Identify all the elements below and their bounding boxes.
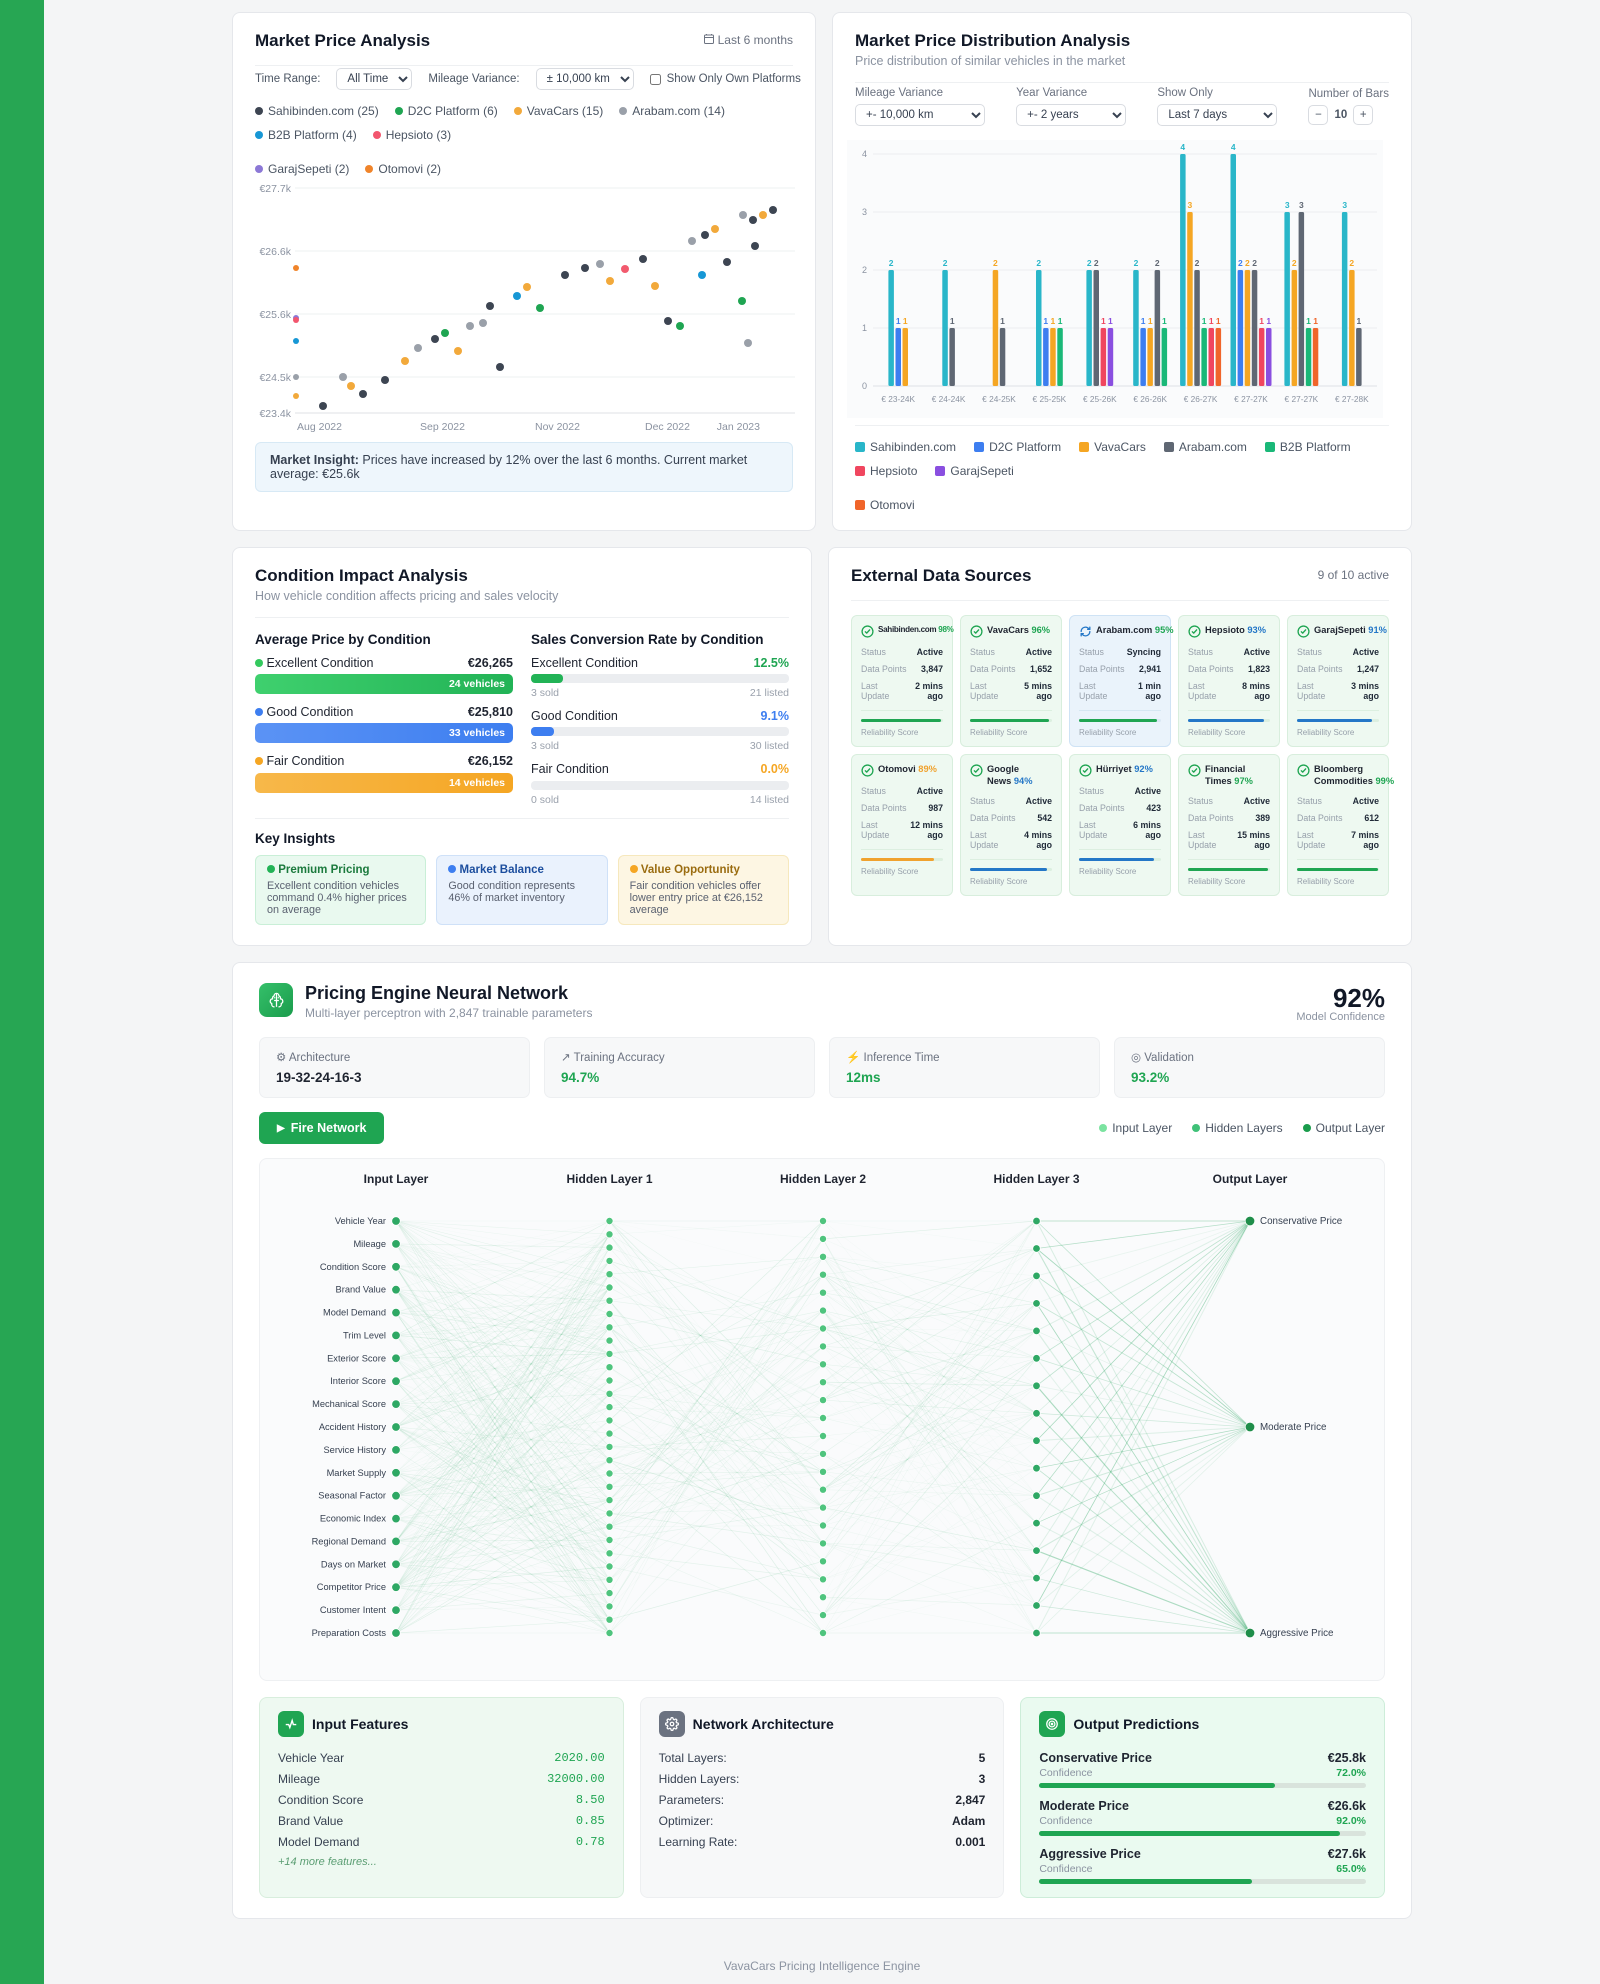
svg-text:Competitor Price: Competitor Price [317, 1582, 386, 1592]
svg-text:€ 24-24K: € 24-24K [932, 394, 966, 404]
svg-text:2: 2 [1238, 258, 1243, 268]
svg-text:1: 1 [1101, 316, 1106, 326]
svg-text:1: 1 [1148, 316, 1153, 326]
svg-text:2: 2 [1349, 258, 1354, 268]
svg-text:Dec 2022: Dec 2022 [645, 421, 690, 433]
svg-text:1: 1 [1141, 316, 1146, 326]
svg-text:3: 3 [1188, 200, 1193, 210]
svg-text:0: 0 [862, 381, 867, 391]
svg-text:Days on Market: Days on Market [321, 1559, 387, 1569]
svg-text:1: 1 [1209, 316, 1214, 326]
svg-text:3: 3 [862, 207, 867, 217]
svg-text:2: 2 [1134, 258, 1139, 268]
svg-text:1: 1 [1162, 316, 1167, 326]
svg-text:3: 3 [1299, 200, 1304, 210]
svg-text:1: 1 [896, 316, 901, 326]
svg-text:1: 1 [1108, 316, 1113, 326]
svg-text:1: 1 [903, 316, 908, 326]
svg-text:Interior Score: Interior Score [330, 1376, 386, 1386]
svg-text:€ 25-25K: € 25-25K [1033, 394, 1067, 404]
svg-text:1: 1 [1357, 316, 1362, 326]
svg-text:Brand Value: Brand Value [336, 1285, 386, 1295]
svg-text:€ 24-25K: € 24-25K [982, 394, 1016, 404]
svg-text:€ 25-26K: € 25-26K [1083, 394, 1117, 404]
svg-text:1: 1 [950, 316, 955, 326]
svg-text:€ 23-24K: € 23-24K [881, 394, 915, 404]
svg-text:2: 2 [862, 265, 867, 275]
svg-text:Hidden Layer 3: Hidden Layer 3 [993, 1172, 1079, 1186]
svg-text:Output Layer: Output Layer [1213, 1172, 1288, 1186]
svg-text:€27.7k: €27.7k [259, 183, 291, 195]
svg-text:1: 1 [1259, 316, 1264, 326]
svg-text:€ 27-27K: € 27-27K [1234, 394, 1268, 404]
svg-text:2: 2 [943, 258, 948, 268]
svg-text:1: 1 [1313, 316, 1318, 326]
svg-text:Economic Index: Economic Index [320, 1514, 386, 1524]
svg-text:€24.5k: €24.5k [259, 372, 291, 384]
svg-text:Service History: Service History [323, 1445, 386, 1455]
svg-text:€ 26-27K: € 26-27K [1184, 394, 1218, 404]
svg-text:2: 2 [1245, 258, 1250, 268]
svg-text:Conservative Price: Conservative Price [1260, 1216, 1343, 1227]
svg-text:Exterior Score: Exterior Score [327, 1353, 386, 1363]
svg-text:€ 26-26K: € 26-26K [1133, 394, 1167, 404]
svg-text:1: 1 [1306, 316, 1311, 326]
svg-text:€25.6k: €25.6k [259, 309, 291, 321]
svg-text:1: 1 [1202, 316, 1207, 326]
svg-text:2: 2 [1155, 258, 1160, 268]
svg-text:Input Layer: Input Layer [364, 1172, 429, 1186]
svg-text:2: 2 [889, 258, 894, 268]
svg-text:1: 1 [1266, 316, 1271, 326]
svg-text:2: 2 [993, 258, 998, 268]
svg-text:3: 3 [1342, 200, 1347, 210]
svg-text:Vehicle Year: Vehicle Year [335, 1216, 386, 1226]
svg-text:2: 2 [1252, 258, 1257, 268]
svg-text:Market Supply: Market Supply [327, 1468, 387, 1478]
svg-text:3: 3 [1285, 200, 1290, 210]
svg-text:€26.6k: €26.6k [259, 246, 291, 258]
svg-text:€ 27-28K: € 27-28K [1335, 394, 1369, 404]
svg-text:2: 2 [1292, 258, 1297, 268]
svg-text:Condition Score: Condition Score [320, 1262, 386, 1272]
svg-text:Preparation Costs: Preparation Costs [312, 1628, 387, 1638]
svg-text:Sep 2022: Sep 2022 [420, 421, 465, 433]
svg-text:Trim Level: Trim Level [343, 1330, 386, 1340]
svg-text:1: 1 [1043, 316, 1048, 326]
svg-text:2: 2 [1094, 258, 1099, 268]
svg-text:Moderate Price: Moderate Price [1260, 1422, 1327, 1433]
svg-text:4: 4 [1180, 142, 1185, 152]
svg-text:Mileage: Mileage [353, 1239, 386, 1249]
svg-text:€23.4k: €23.4k [259, 408, 291, 420]
svg-text:2: 2 [1195, 258, 1200, 268]
svg-text:2: 2 [1087, 258, 1092, 268]
svg-text:1: 1 [862, 323, 867, 333]
svg-text:Hidden Layer 2: Hidden Layer 2 [780, 1172, 866, 1186]
svg-text:Seasonal Factor: Seasonal Factor [318, 1491, 386, 1501]
svg-text:1: 1 [1216, 316, 1221, 326]
svg-text:Regional Demand: Regional Demand [312, 1536, 386, 1546]
svg-text:1: 1 [1051, 316, 1056, 326]
svg-text:Mechanical Score: Mechanical Score [312, 1399, 386, 1409]
svg-text:4: 4 [1231, 142, 1236, 152]
svg-text:Aug 2022: Aug 2022 [297, 421, 342, 433]
svg-text:Hidden Layer 1: Hidden Layer 1 [566, 1172, 652, 1186]
svg-text:Nov 2022: Nov 2022 [535, 421, 580, 433]
svg-text:Customer Intent: Customer Intent [320, 1605, 387, 1615]
svg-text:Model Demand: Model Demand [323, 1308, 386, 1318]
svg-text:2: 2 [1036, 258, 1041, 268]
svg-text:4: 4 [862, 149, 867, 159]
svg-text:Accident History: Accident History [319, 1422, 387, 1432]
svg-text:Jan 2023: Jan 2023 [717, 421, 760, 433]
svg-text:Aggressive Price: Aggressive Price [1260, 1628, 1334, 1639]
svg-text:1: 1 [1000, 316, 1005, 326]
svg-text:1: 1 [1058, 316, 1063, 326]
svg-text:€ 27-27K: € 27-27K [1285, 394, 1319, 404]
